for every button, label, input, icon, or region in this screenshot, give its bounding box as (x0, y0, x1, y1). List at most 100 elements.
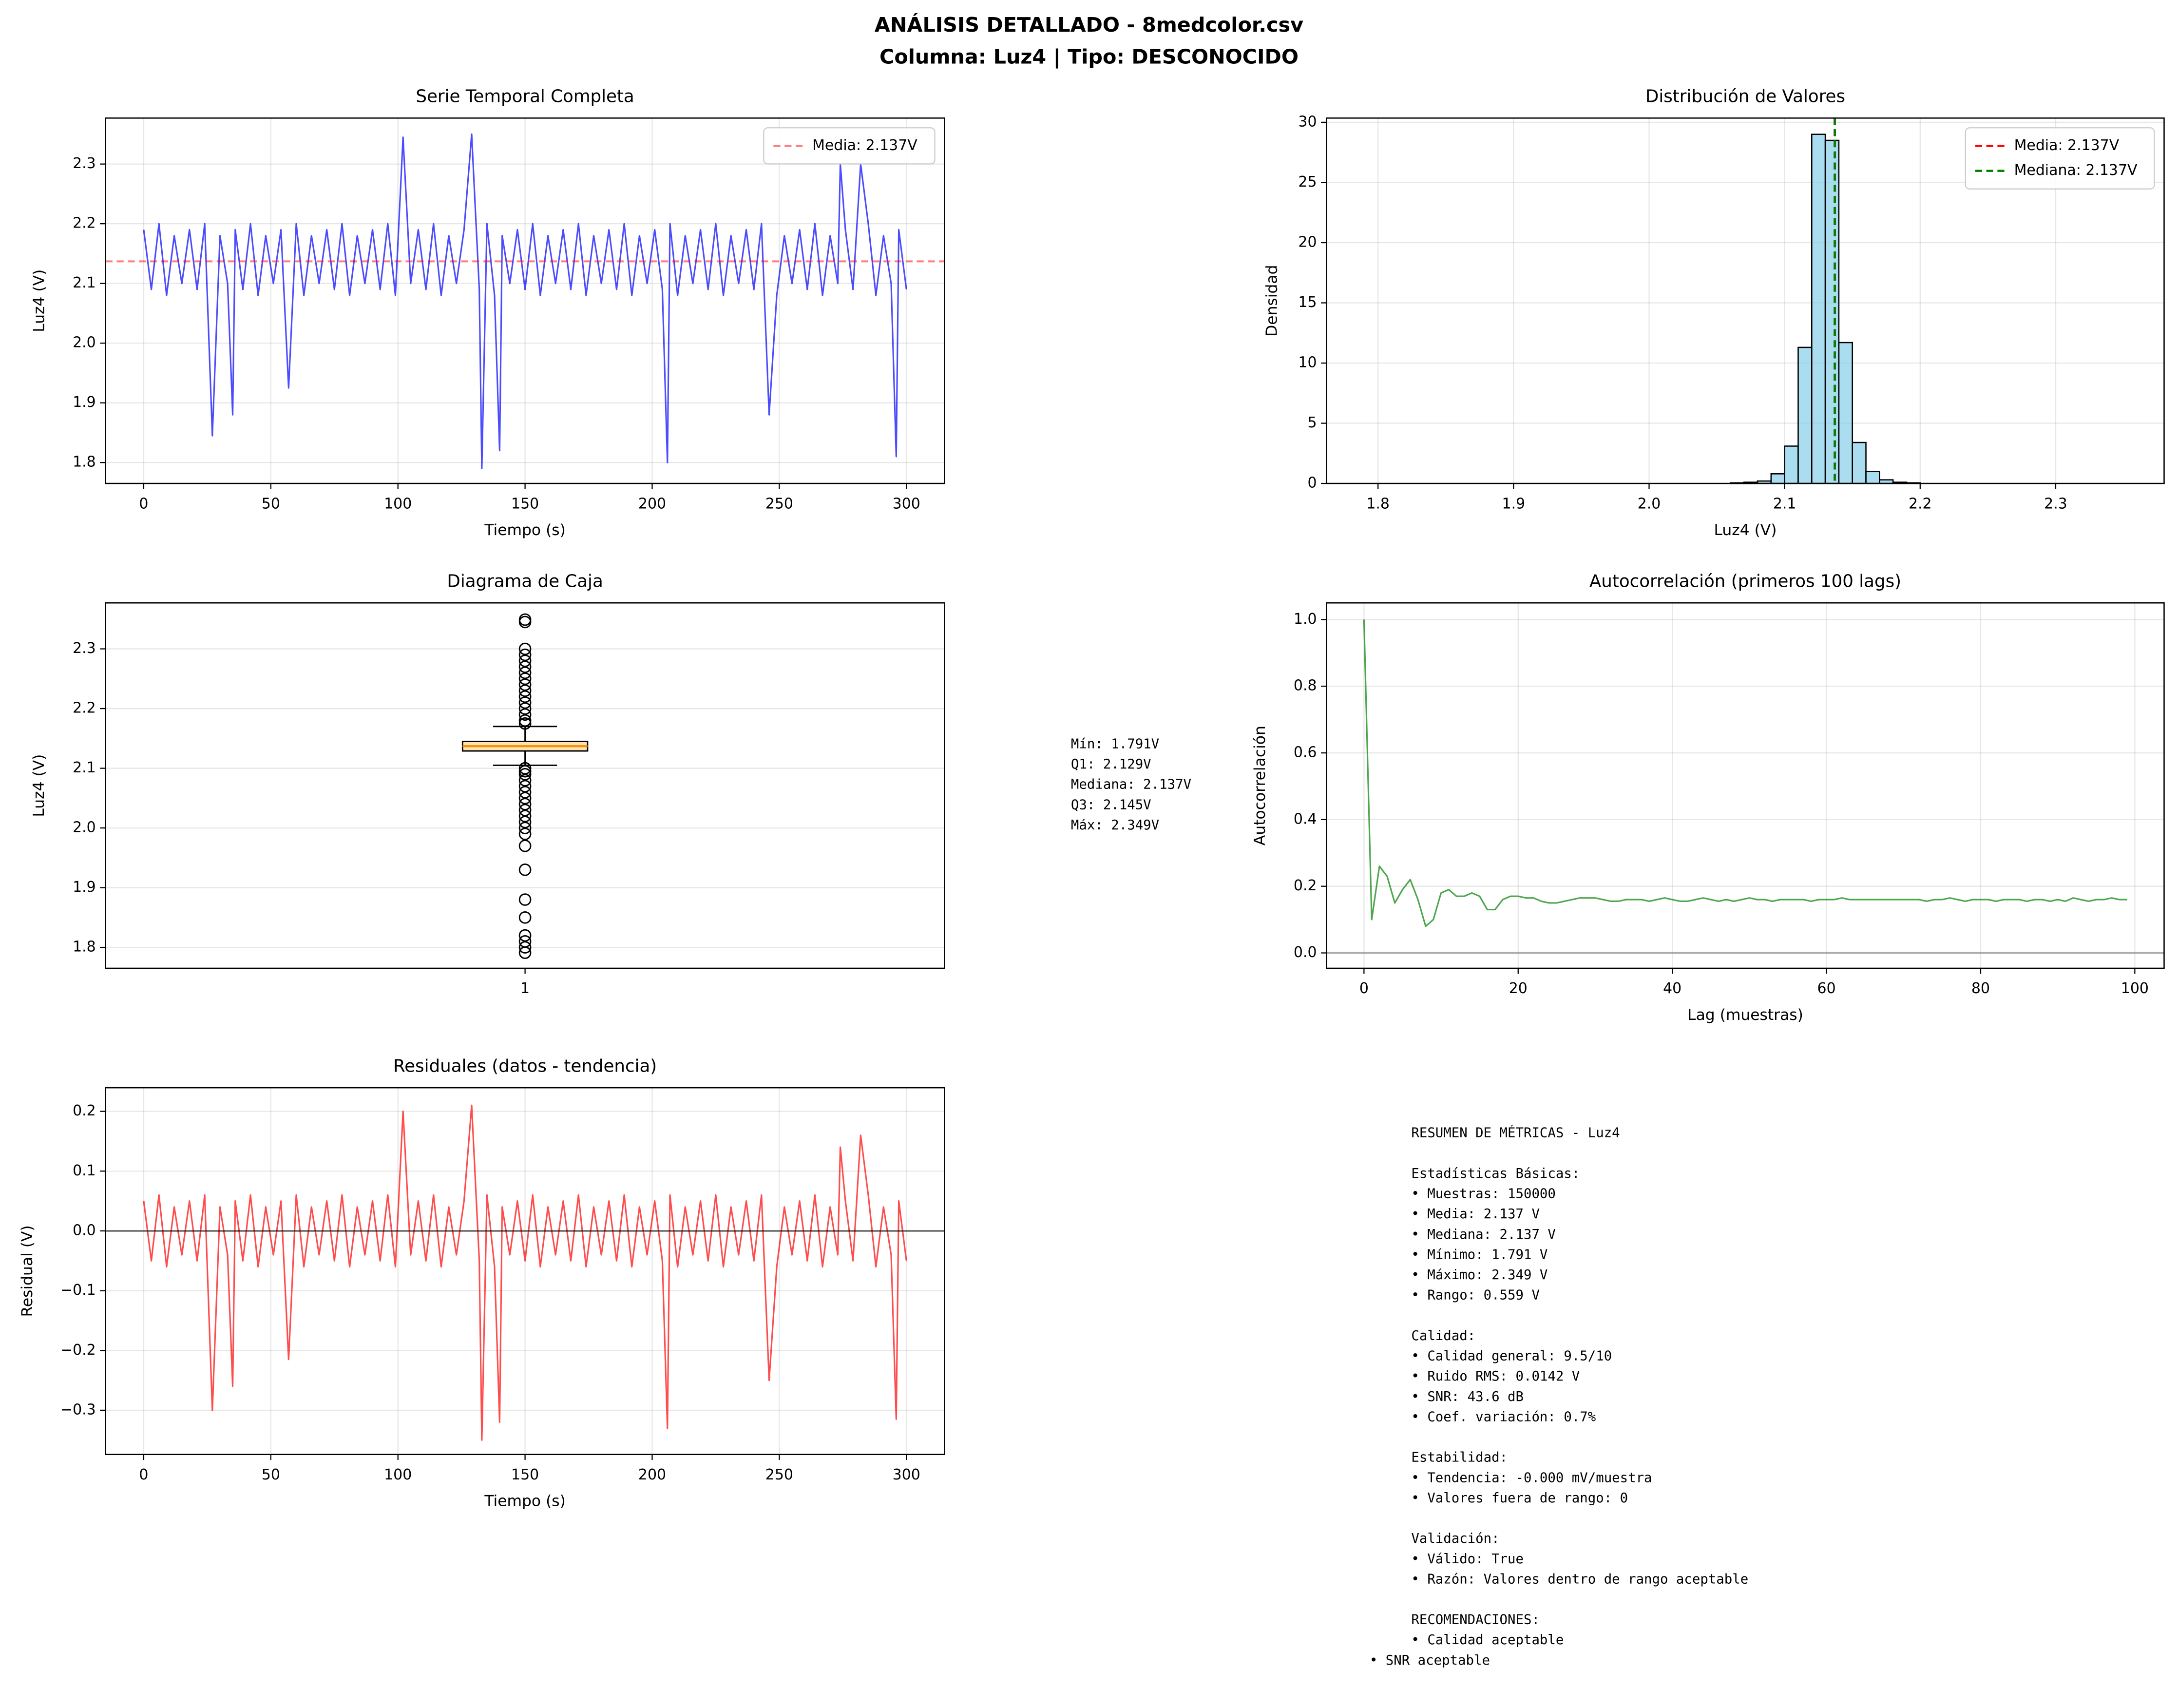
y-axis-label: Luz4 (V) (30, 269, 48, 332)
x-tick-label: 1.8 (1366, 495, 1390, 512)
outlier (518, 798, 532, 810)
outlier (518, 717, 532, 730)
x-tick-label: 50 (262, 495, 280, 512)
outlier (518, 827, 532, 841)
y-tick-label: 0.0 (1294, 944, 1317, 961)
plot-title: Distribución de Valores (1645, 87, 1845, 107)
summary-item: • Rango: 0.559 V (1411, 1288, 1540, 1303)
x-tick-label: 300 (893, 1466, 920, 1483)
y-axis-label: Luz4 (V) (30, 754, 48, 817)
summary-section-title: Calidad: (1411, 1328, 1475, 1343)
legend-box (1965, 127, 2155, 190)
x-axis-label: Tiempo (s) (484, 521, 566, 539)
y-tick-label: 0.1 (73, 1162, 96, 1179)
hist-bar (1770, 473, 1785, 484)
outlier (518, 648, 532, 661)
box-stats-line: Q3: 2.145V (1071, 797, 1151, 812)
outlier (518, 946, 532, 959)
outlier (518, 762, 532, 775)
legend-label: Media: 2.137V (812, 137, 917, 154)
summary-item: • Mediana: 2.137 V (1411, 1227, 1556, 1242)
y-tick-label: 0.4 (1294, 810, 1317, 827)
y-tick-label: 20 (1298, 233, 1317, 250)
y-tick-label: 1.0 (1294, 611, 1317, 628)
hist-bar (1824, 139, 1840, 484)
box-stats-line: Máx: 2.349V (1071, 818, 1159, 833)
hist-bar (1797, 346, 1813, 484)
y-tick-label: 1.8 (73, 454, 96, 471)
x-tick-label: 150 (511, 1466, 539, 1483)
x-tick-label: 2.2 (1909, 495, 1932, 512)
outlier (518, 615, 532, 629)
summary-item: • SNR: 43.6 dB (1411, 1389, 1524, 1404)
outlier (518, 696, 532, 709)
axes-frame (105, 117, 945, 484)
x-tick-label: 250 (765, 495, 793, 512)
axes-frame (105, 1087, 945, 1456)
x-tick-label: 250 (765, 1466, 793, 1483)
hist-bar (1838, 342, 1853, 484)
y-tick-label: −0.2 (60, 1342, 96, 1359)
summary-header: RESUMEN DE MÉTRICAS - Luz4 (1411, 1125, 1620, 1141)
y-tick-label: 10 (1298, 354, 1317, 371)
y-tick-label: 0.0 (73, 1222, 96, 1239)
outlier (518, 654, 532, 667)
plot-title: Diagrama de Caja (447, 571, 603, 591)
outlier (518, 708, 532, 721)
y-tick-label: 2.1 (73, 759, 96, 776)
x-tick-label: 40 (1663, 980, 1681, 997)
y-tick-label: 1.9 (73, 394, 96, 411)
y-tick-label: 2.3 (73, 155, 96, 172)
x-tick-label: 2.1 (1773, 495, 1796, 512)
y-axis-label: Densidad (1263, 265, 1280, 337)
summary-item: • Razón: Valores dentro de rango aceptab… (1411, 1572, 1748, 1587)
y-tick-label: 25 (1298, 173, 1317, 191)
hist-bar (1852, 441, 1867, 484)
outlier (518, 672, 532, 685)
y-tick-label: −0.1 (60, 1282, 96, 1299)
y-tick-label: 2.3 (73, 640, 96, 657)
outlier (518, 840, 532, 852)
summary-item: • Calidad general: 9.5/10 (1411, 1349, 1612, 1364)
outlier (518, 929, 532, 942)
x-tick-label: 20 (1509, 980, 1528, 997)
summary-item: • Máximo: 2.349 V (1411, 1267, 1548, 1283)
outlier (518, 809, 532, 823)
x-axis-label: Luz4 (V) (1714, 521, 1777, 539)
y-tick-label: 0 (1307, 475, 1317, 492)
y-tick-label: 0.2 (1294, 877, 1317, 894)
plot-title: Autocorrelación (primeros 100 lags) (1589, 571, 1901, 591)
outlier (518, 690, 532, 703)
outlier (518, 893, 532, 906)
legend-box (763, 127, 936, 165)
y-tick-label: −0.3 (60, 1401, 96, 1418)
axes-frame (1326, 117, 2165, 484)
box-stats-line: Q1: 2.129V (1071, 757, 1151, 772)
summary-item: • Calidad aceptable (1411, 1632, 1564, 1648)
outlier (518, 765, 532, 778)
outlier (518, 666, 532, 679)
summary-section-title: Estadísticas Básicas: (1411, 1166, 1580, 1181)
y-tick-label: 0.8 (1294, 677, 1317, 694)
x-tick-label: 0 (139, 1466, 148, 1483)
outlier (518, 786, 532, 799)
outlier (518, 804, 532, 817)
figure-title: ANÁLISIS DETALLADO - 8medcolor.csv (875, 13, 1303, 37)
hist-bar (1811, 134, 1826, 484)
outlier (518, 660, 532, 673)
x-tick-label: 100 (2121, 980, 2149, 997)
x-tick-label: 0 (1359, 980, 1369, 997)
x-tick-label: 2.0 (1638, 495, 1661, 512)
x-tick-label: 60 (1817, 980, 1836, 997)
x-tick-label: 100 (384, 1466, 412, 1483)
outlier (518, 941, 532, 954)
legend-label: Media: 2.137V (2014, 137, 2120, 154)
x-tick-label: 1.9 (1502, 495, 1526, 512)
x-tick-label: 150 (511, 495, 539, 512)
plot-title: Residuales (datos - tendencia) (393, 1056, 657, 1076)
summary-item: • Tendencia: -0.000 mV/muestra (1411, 1470, 1652, 1485)
box-stats-line: Mediana: 2.137V (1071, 777, 1191, 792)
